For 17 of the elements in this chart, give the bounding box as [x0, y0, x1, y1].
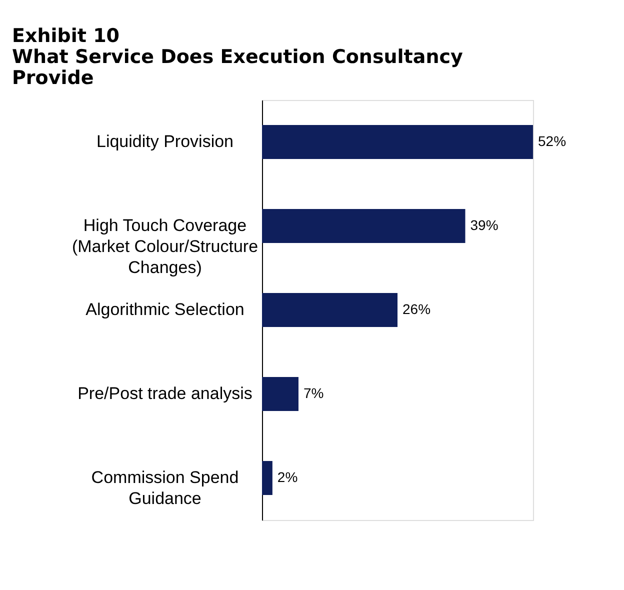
bar [262, 293, 398, 327]
y-tick-label: High Touch Coverage (Market Colour/Structure Changes) [72, 216, 258, 277]
y-tick-label: Pre/Post trade analysis [78, 384, 252, 403]
data-label: 52% [538, 133, 566, 149]
data-label: 7% [303, 385, 324, 401]
bar [262, 209, 466, 243]
bar [262, 125, 533, 159]
data-label: 39% [470, 217, 498, 233]
text: Exhibit 10 [12, 25, 120, 47]
data-label: 2% [277, 469, 298, 485]
data-label: 26% [402, 301, 431, 317]
bar [262, 377, 298, 411]
y-tick-label: Liquidity Provision [96, 132, 234, 151]
y-tick-label: Algorithmic Selection [86, 300, 244, 319]
y-tick-label: Commission Spend Guidance [91, 468, 239, 508]
bar [262, 461, 272, 495]
chart-subtitle: What Service Does Execution Consultancy Provide [12, 46, 464, 89]
